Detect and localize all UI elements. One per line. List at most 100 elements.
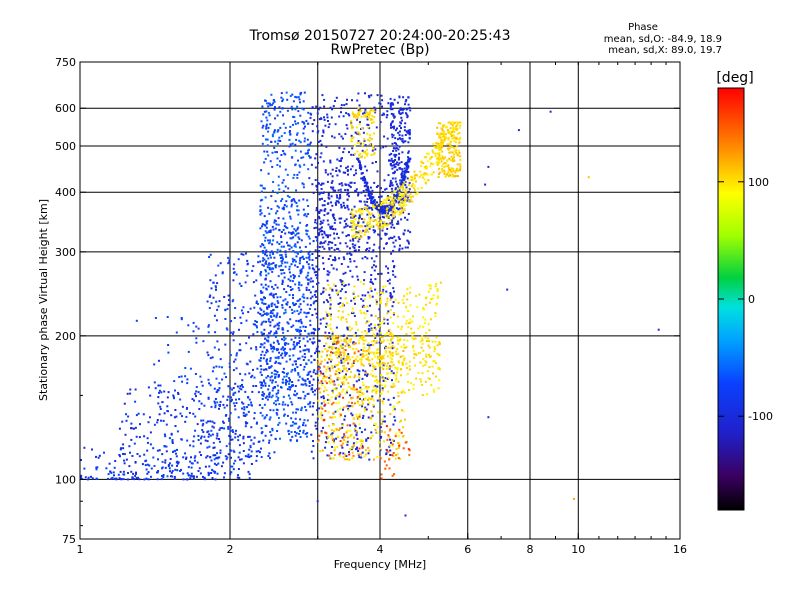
data-point — [314, 179, 317, 181]
data-point — [95, 477, 98, 480]
data-point — [365, 453, 367, 456]
data-point — [246, 274, 249, 277]
data-point — [335, 326, 338, 329]
data-point — [402, 343, 405, 346]
data-point — [385, 425, 388, 428]
data-point — [456, 128, 459, 131]
data-point — [120, 447, 122, 450]
data-point — [398, 443, 401, 446]
data-point — [379, 322, 382, 324]
data-point — [357, 375, 360, 378]
data-point — [410, 179, 413, 181]
data-point — [374, 288, 377, 291]
data-point — [323, 377, 326, 380]
data-point — [193, 399, 195, 402]
data-point — [261, 431, 264, 433]
data-point — [440, 147, 443, 150]
data-point — [421, 394, 424, 397]
data-point — [347, 407, 350, 410]
data-point — [244, 413, 247, 416]
data-point — [370, 117, 373, 120]
data-point — [430, 284, 433, 287]
data-point — [340, 280, 343, 283]
data-point — [268, 332, 271, 335]
data-point — [365, 169, 368, 172]
data-point — [455, 125, 458, 128]
data-point — [357, 240, 360, 243]
data-point — [347, 283, 350, 286]
data-point — [327, 435, 330, 438]
data-point — [130, 427, 132, 430]
data-point — [402, 426, 405, 429]
data-point — [361, 149, 364, 152]
data-point — [385, 346, 387, 349]
data-point — [258, 404, 261, 407]
data-point — [219, 452, 222, 454]
data-point — [309, 304, 312, 307]
data-point — [302, 198, 305, 201]
data-point — [358, 230, 361, 232]
data-point — [229, 449, 232, 452]
data-point — [304, 125, 306, 128]
data-point — [376, 385, 379, 388]
data-point — [232, 339, 235, 342]
data-point — [356, 99, 359, 102]
data-point — [212, 296, 215, 299]
data-point — [385, 367, 388, 370]
data-point — [236, 385, 239, 388]
data-point — [351, 236, 354, 239]
data-point — [364, 373, 367, 376]
data-point — [349, 376, 352, 379]
data-point — [197, 470, 200, 472]
data-point — [216, 456, 219, 459]
data-point — [267, 320, 270, 323]
data-point — [223, 406, 226, 409]
data-point — [328, 358, 331, 361]
data-point — [275, 392, 278, 395]
data-point — [313, 268, 316, 271]
data-point — [283, 225, 286, 228]
data-point — [274, 227, 277, 230]
data-point — [335, 170, 338, 172]
data-point — [370, 193, 373, 195]
data-point — [393, 265, 396, 267]
data-point — [263, 354, 266, 357]
data-point — [346, 328, 349, 331]
data-point — [324, 334, 327, 337]
data-point — [390, 365, 393, 368]
data-point — [227, 395, 230, 398]
data-point — [317, 365, 320, 368]
data-point — [292, 277, 295, 280]
data-point — [379, 205, 382, 208]
data-point — [456, 154, 459, 156]
data-point — [160, 478, 163, 481]
data-point — [427, 344, 430, 347]
data-point — [211, 477, 214, 479]
data-point — [438, 173, 440, 175]
data-point — [296, 105, 299, 108]
data-point — [321, 256, 324, 259]
x-tick-label: 4 — [377, 543, 384, 556]
data-point — [168, 467, 171, 470]
data-point — [118, 477, 121, 480]
data-point — [394, 188, 397, 191]
data-point — [289, 379, 291, 381]
data-point — [312, 240, 315, 243]
data-point — [380, 435, 383, 438]
data-point — [391, 102, 394, 105]
data-point — [352, 454, 355, 457]
data-point — [278, 228, 281, 231]
data-point — [276, 164, 279, 166]
data-point — [284, 253, 287, 256]
data-point — [165, 423, 168, 426]
data-point — [273, 146, 276, 149]
data-point — [268, 441, 270, 444]
data-point — [372, 196, 375, 199]
data-point — [339, 451, 342, 454]
data-point — [255, 324, 258, 327]
data-point — [351, 215, 354, 218]
data-point — [405, 333, 408, 336]
data-point — [345, 320, 348, 323]
data-point — [273, 129, 276, 132]
data-point — [449, 144, 452, 147]
